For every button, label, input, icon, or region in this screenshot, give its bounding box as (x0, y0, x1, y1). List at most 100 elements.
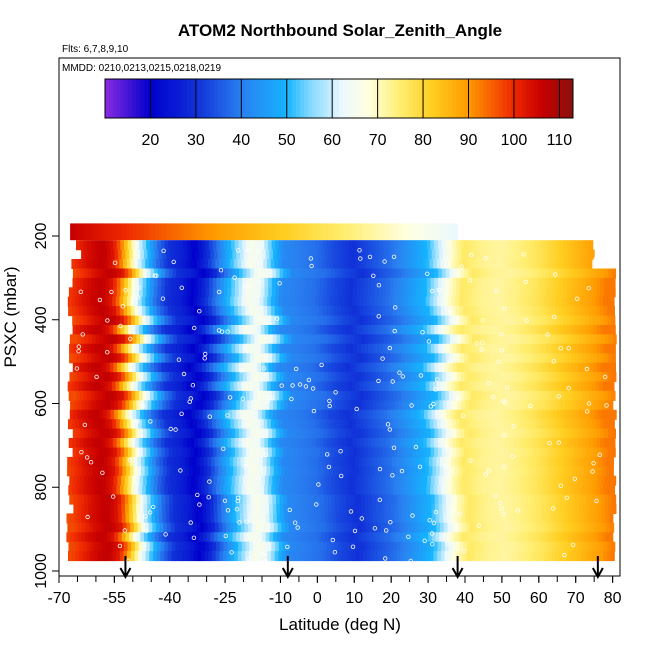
heatmap-cell (459, 438, 465, 448)
heatmap-cell (467, 438, 472, 448)
heatmap-cell (227, 268, 233, 279)
heatmap-cell (297, 343, 303, 354)
heatmap-cell (194, 428, 199, 439)
heatmap-cell (170, 456, 175, 467)
heatmap-cell (186, 551, 191, 562)
heatmap-cell (178, 381, 183, 392)
heatmap-cell (85, 456, 90, 467)
heatmap-cell (593, 372, 598, 383)
heatmap-cell (276, 372, 281, 383)
heatmap-cell (172, 268, 177, 279)
heatmap-cell (517, 259, 523, 269)
heatmap-cell (237, 381, 242, 392)
heatmap-cell (312, 447, 317, 458)
heatmap-cell (120, 325, 125, 335)
heatmap-cell (387, 504, 392, 514)
heatmap-cell (179, 362, 185, 373)
heatmap-cell (568, 409, 573, 420)
heatmap-cell (374, 485, 379, 496)
heatmap-cell (212, 287, 218, 298)
heatmap-cell (335, 372, 340, 383)
heatmap-cell (205, 494, 211, 505)
heatmap-cell (524, 456, 530, 467)
heatmap-cell (508, 287, 513, 298)
heatmap-cell (186, 438, 192, 448)
heatmap-cell (480, 466, 485, 477)
heatmap-cell (400, 419, 405, 430)
heatmap-cell (579, 334, 584, 345)
heatmap-cell (157, 277, 162, 288)
heatmap-cell (404, 325, 410, 335)
heatmap-cell (427, 362, 432, 373)
heatmap-cell (511, 325, 517, 335)
heatmap-cell (124, 372, 130, 383)
heatmap-cell (604, 494, 609, 505)
heatmap-cell (143, 249, 149, 260)
heatmap-cell (187, 287, 192, 298)
heatmap-cell (257, 504, 263, 514)
heatmap-cell (590, 513, 595, 524)
heatmap-cell (71, 485, 77, 496)
heatmap-cell (526, 438, 531, 448)
top-band-cell (188, 223, 193, 241)
heatmap-cell (563, 428, 568, 439)
heatmap-cell (434, 268, 439, 279)
heatmap-cell (144, 522, 150, 533)
heatmap-cell (253, 353, 258, 364)
heatmap-cell (482, 287, 487, 298)
heatmap-cell (113, 277, 118, 288)
heatmap-cell (306, 532, 311, 543)
heatmap-cell (246, 287, 251, 298)
heatmap-cell (349, 494, 355, 505)
heatmap-cell (496, 240, 502, 251)
heatmap-cell (272, 475, 277, 486)
heatmap-cell (450, 466, 456, 477)
heatmap-cell (290, 325, 295, 335)
heatmap-cell (252, 419, 257, 430)
heatmap-cell (531, 409, 536, 420)
heatmap-cell (107, 466, 112, 477)
heatmap-cell (202, 504, 207, 514)
heatmap-cell (147, 513, 152, 524)
heatmap-cell (603, 438, 609, 448)
heatmap-cell (535, 456, 541, 467)
heatmap-cell (357, 372, 362, 383)
heatmap-cell (429, 522, 434, 533)
heatmap-cell (438, 428, 443, 439)
top-band-cell (88, 223, 93, 241)
heatmap-cell (272, 372, 277, 383)
heatmap-cell (371, 315, 376, 326)
heatmap-cell (99, 334, 104, 345)
heatmap-cell (136, 400, 141, 411)
heatmap-cell (523, 372, 528, 383)
heatmap-cell (150, 447, 155, 458)
heatmap-cell (208, 240, 214, 251)
heatmap-cell (212, 306, 217, 317)
heatmap-cell (157, 240, 162, 251)
heatmap-cell (411, 419, 416, 430)
heatmap-cell (493, 447, 498, 458)
heatmap-cell (72, 447, 77, 458)
heatmap-cell (401, 287, 406, 298)
heatmap-cell (289, 485, 294, 496)
heatmap-cell (534, 504, 539, 514)
heatmap-cell (82, 419, 88, 430)
top-band-cell (73, 223, 79, 241)
heatmap-cell (165, 372, 170, 383)
heatmap-cell (470, 259, 475, 269)
heatmap-cell (160, 541, 165, 552)
heatmap-cell (530, 438, 535, 448)
heatmap-cell (326, 381, 331, 392)
heatmap-cell (115, 259, 120, 269)
heatmap-cell (279, 325, 284, 335)
heatmap-cell (113, 268, 118, 279)
heatmap-cell (510, 466, 515, 477)
heatmap-cell (190, 485, 195, 496)
heatmap-cell (445, 277, 450, 288)
heatmap-cell (471, 268, 476, 279)
heatmap-cell (261, 362, 266, 373)
heatmap-cell (433, 315, 439, 326)
heatmap-cell (268, 277, 273, 288)
heatmap-cell (374, 306, 379, 317)
heatmap-cell (114, 400, 119, 411)
